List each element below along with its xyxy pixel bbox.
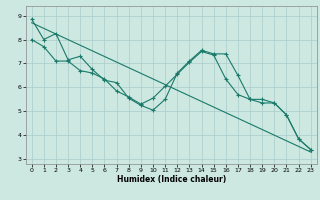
X-axis label: Humidex (Indice chaleur): Humidex (Indice chaleur) <box>116 175 226 184</box>
